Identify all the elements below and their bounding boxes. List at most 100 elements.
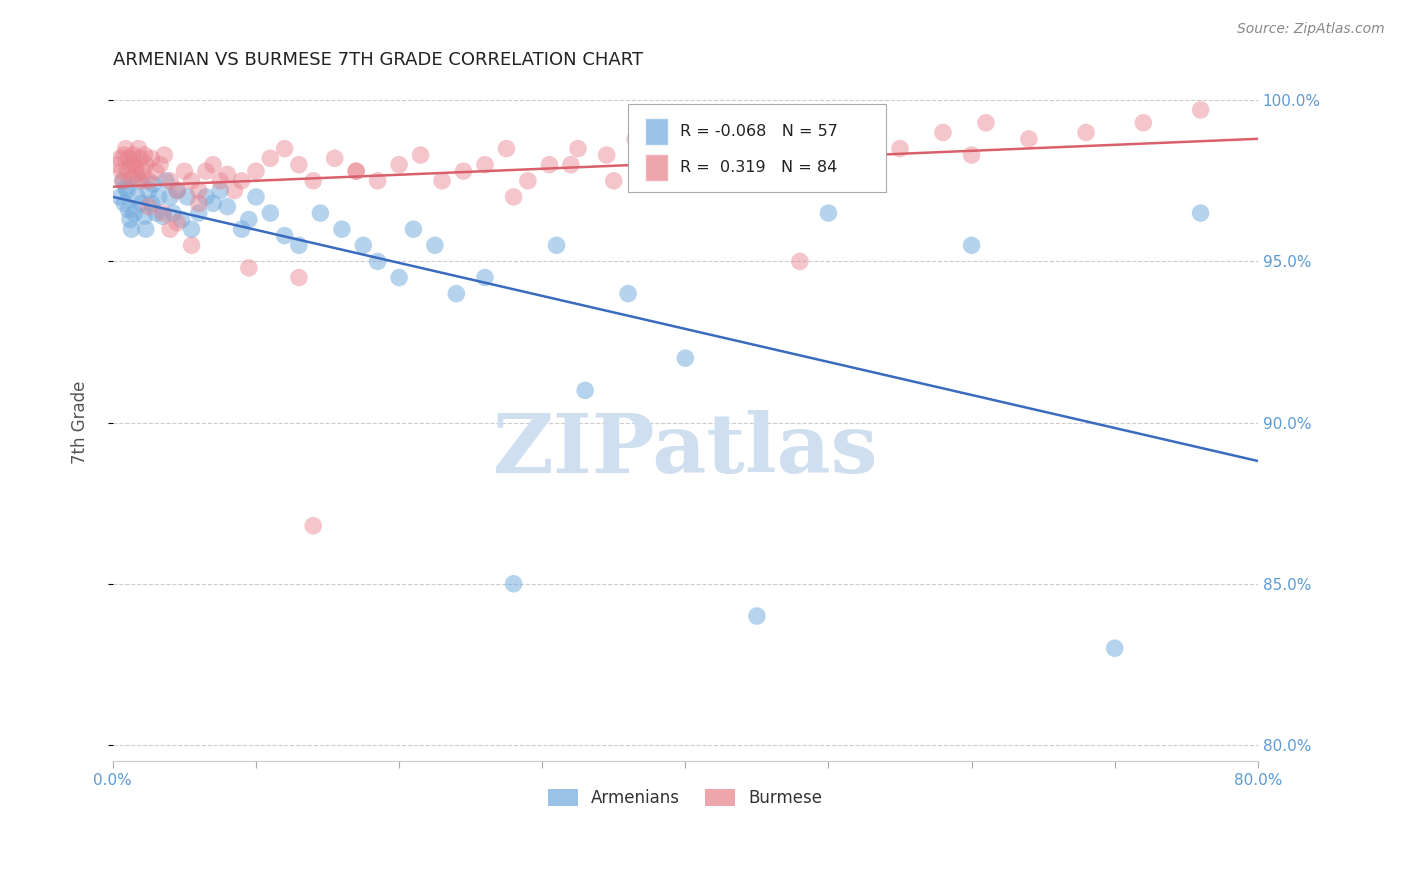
Point <box>1018 132 1040 146</box>
Point <box>135 222 157 236</box>
Point <box>974 116 997 130</box>
Point <box>502 576 524 591</box>
Point <box>474 270 496 285</box>
Point <box>617 286 640 301</box>
Point <box>288 158 311 172</box>
Point <box>960 238 983 252</box>
Point <box>111 174 134 188</box>
Point <box>302 174 325 188</box>
Point <box>180 174 202 188</box>
Point <box>125 161 148 175</box>
FancyBboxPatch shape <box>645 153 668 181</box>
Point <box>960 148 983 162</box>
Point <box>138 200 160 214</box>
Text: ARMENIAN VS BURMESE 7TH GRADE CORRELATION CHART: ARMENIAN VS BURMESE 7TH GRADE CORRELATIO… <box>112 51 643 69</box>
Point <box>430 174 453 188</box>
Y-axis label: 7th Grade: 7th Grade <box>72 381 89 465</box>
Point <box>170 212 193 227</box>
Point <box>238 212 260 227</box>
Point <box>789 254 811 268</box>
Point <box>689 142 711 156</box>
Point <box>180 238 202 252</box>
Point <box>217 167 239 181</box>
Point <box>159 222 181 236</box>
Point <box>131 174 153 188</box>
Point <box>323 151 346 165</box>
Text: Source: ZipAtlas.com: Source: ZipAtlas.com <box>1237 22 1385 37</box>
Point <box>162 206 184 220</box>
Point <box>124 158 146 172</box>
Point <box>141 196 163 211</box>
Point <box>120 222 142 236</box>
Point <box>111 174 134 188</box>
Point <box>761 158 783 172</box>
Point <box>153 148 176 162</box>
Point <box>273 228 295 243</box>
Point <box>546 238 568 252</box>
Point <box>209 184 232 198</box>
Point <box>259 151 281 165</box>
Point <box>112 148 135 162</box>
Point <box>173 164 195 178</box>
Point <box>309 206 332 220</box>
Point <box>129 151 152 165</box>
Legend: Armenians, Burmese: Armenians, Burmese <box>541 782 830 814</box>
Point <box>803 142 825 156</box>
Point <box>516 174 538 188</box>
Point <box>127 167 149 181</box>
Point <box>595 148 617 162</box>
Point <box>128 142 150 156</box>
Point <box>127 190 149 204</box>
Point <box>202 196 225 211</box>
Point <box>134 209 156 223</box>
Point <box>117 202 139 217</box>
Point <box>122 148 145 162</box>
Point <box>149 158 172 172</box>
Point <box>231 174 253 188</box>
Point <box>388 270 411 285</box>
Point <box>180 222 202 236</box>
Point <box>135 158 157 172</box>
FancyBboxPatch shape <box>628 104 886 193</box>
Point <box>124 206 146 220</box>
Point <box>110 164 132 178</box>
Point <box>745 609 768 624</box>
Point <box>159 174 181 188</box>
Point <box>402 222 425 236</box>
Text: ZIPatlas: ZIPatlas <box>492 409 879 490</box>
Point <box>108 151 131 165</box>
FancyBboxPatch shape <box>645 118 668 145</box>
Point <box>245 190 267 204</box>
Point <box>367 174 389 188</box>
Point <box>238 260 260 275</box>
Point <box>187 196 209 211</box>
Point <box>166 184 188 198</box>
Point <box>1132 116 1154 130</box>
Point <box>194 164 217 178</box>
Point <box>932 126 955 140</box>
Point <box>245 164 267 178</box>
Point <box>117 151 139 165</box>
Point <box>352 238 374 252</box>
Point <box>288 270 311 285</box>
Point <box>145 206 167 220</box>
Point <box>152 206 174 220</box>
Point <box>114 180 136 194</box>
Point <box>652 158 675 172</box>
Point <box>115 184 138 198</box>
Point <box>817 174 839 188</box>
Point <box>155 174 177 188</box>
Point <box>131 196 153 211</box>
Point <box>453 164 475 178</box>
Point <box>817 206 839 220</box>
Point <box>446 286 468 301</box>
Point <box>202 158 225 172</box>
Point <box>624 132 647 146</box>
Point <box>141 151 163 165</box>
Point <box>302 518 325 533</box>
Point <box>166 216 188 230</box>
Point <box>344 164 367 178</box>
Point <box>142 177 165 191</box>
Point <box>138 174 160 188</box>
Point <box>115 164 138 178</box>
